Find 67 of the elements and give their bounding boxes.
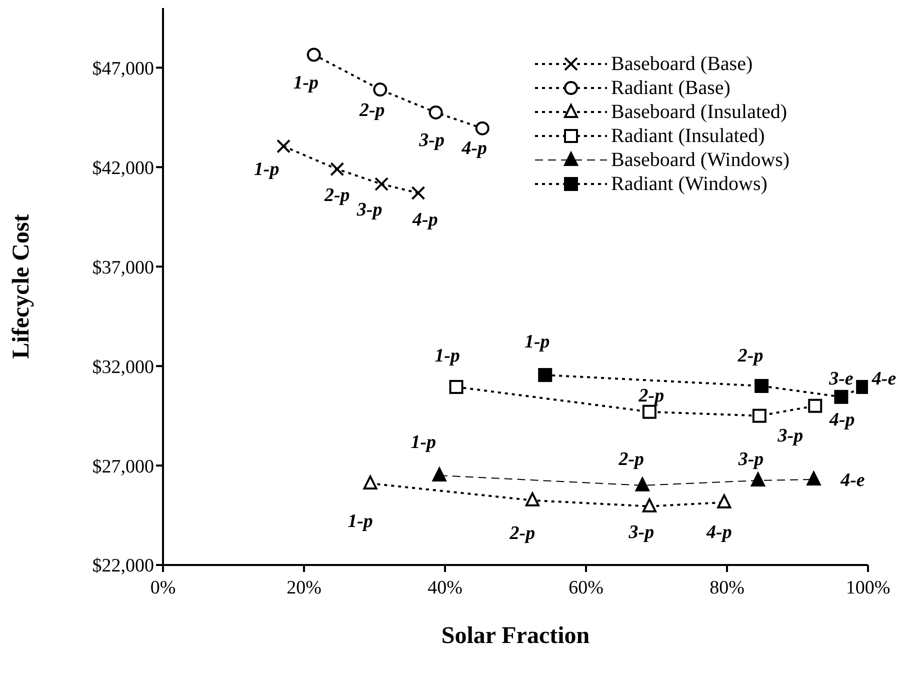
y-tick-label: $37,000 bbox=[92, 257, 154, 278]
point bbox=[432, 467, 446, 482]
y-tick-label: $32,000 bbox=[92, 356, 154, 378]
point bbox=[717, 494, 732, 508]
annotation: 4-p bbox=[828, 410, 855, 431]
annotation: 1-p bbox=[348, 511, 373, 532]
point bbox=[642, 498, 656, 512]
annotation: 2-p bbox=[358, 100, 385, 122]
point bbox=[834, 390, 848, 404]
point bbox=[306, 48, 321, 62]
legend-label: Baseboard (Windows) bbox=[611, 148, 790, 172]
point bbox=[411, 186, 426, 200]
annotation: 2-p bbox=[638, 385, 664, 406]
annotation: 4-p bbox=[460, 138, 488, 159]
y-tick-label: $47,000 bbox=[92, 58, 154, 80]
annotation: 1-p bbox=[434, 346, 460, 367]
point bbox=[752, 408, 766, 423]
x-tick-label: 100% bbox=[846, 577, 890, 598]
x-tick-label: 60% bbox=[568, 577, 604, 598]
legend-label: Radiant (Windows) bbox=[611, 172, 768, 196]
point bbox=[806, 471, 821, 486]
annotation: 4-p bbox=[412, 210, 438, 231]
x-tick-label: 40% bbox=[428, 577, 463, 598]
annotation: 3-p bbox=[356, 200, 382, 221]
point bbox=[475, 121, 490, 136]
annotation: 1-p bbox=[254, 158, 280, 180]
annotation: 4-e bbox=[840, 470, 866, 492]
point bbox=[449, 380, 464, 394]
annotation: 2-p bbox=[323, 184, 350, 206]
point bbox=[374, 177, 389, 192]
legend-label: Radiant (Base) bbox=[611, 76, 730, 100]
legend-label: Radiant (Insulated) bbox=[611, 124, 765, 148]
annotation: 2-p bbox=[736, 346, 764, 367]
point bbox=[330, 162, 344, 176]
point bbox=[276, 139, 291, 154]
annotation: 3-e bbox=[828, 368, 854, 390]
annotation: 2-p bbox=[508, 523, 536, 544]
annotation: 3-p bbox=[418, 130, 444, 152]
y-tick-label: $22,000 bbox=[92, 556, 154, 577]
point bbox=[751, 472, 766, 486]
annotation: 1-p bbox=[524, 332, 550, 353]
x-tick-label: 0% bbox=[150, 577, 176, 598]
point bbox=[373, 82, 388, 97]
point bbox=[642, 404, 656, 419]
y-axis-title: Lifecycle Cost bbox=[8, 214, 35, 359]
annotation: 2-p bbox=[618, 449, 644, 470]
annotation: 1-p bbox=[410, 432, 436, 454]
y-tick-label: $42,000 bbox=[92, 158, 154, 179]
point bbox=[363, 475, 378, 490]
legend-label: Baseboard (Insulated) bbox=[611, 100, 788, 124]
point bbox=[428, 105, 443, 120]
x-axis-title: Solar Fraction bbox=[441, 623, 590, 649]
point bbox=[538, 368, 552, 382]
point bbox=[754, 378, 769, 393]
legend-label: Baseboard (Base) bbox=[611, 52, 753, 76]
annotation: 3-p bbox=[776, 425, 804, 446]
x-tick-label: 20% bbox=[286, 577, 322, 598]
annotation: 3-p bbox=[737, 449, 764, 470]
annotation: 1-p bbox=[293, 72, 319, 94]
x-tick-label: 80% bbox=[710, 577, 745, 598]
annotation: 4-p bbox=[706, 522, 732, 543]
point bbox=[808, 398, 822, 413]
point bbox=[635, 477, 650, 492]
annotation: 4-e bbox=[870, 368, 897, 390]
y-tick-label: $27,000 bbox=[92, 456, 154, 478]
annotation: 3-p bbox=[628, 522, 654, 543]
point bbox=[525, 492, 540, 506]
